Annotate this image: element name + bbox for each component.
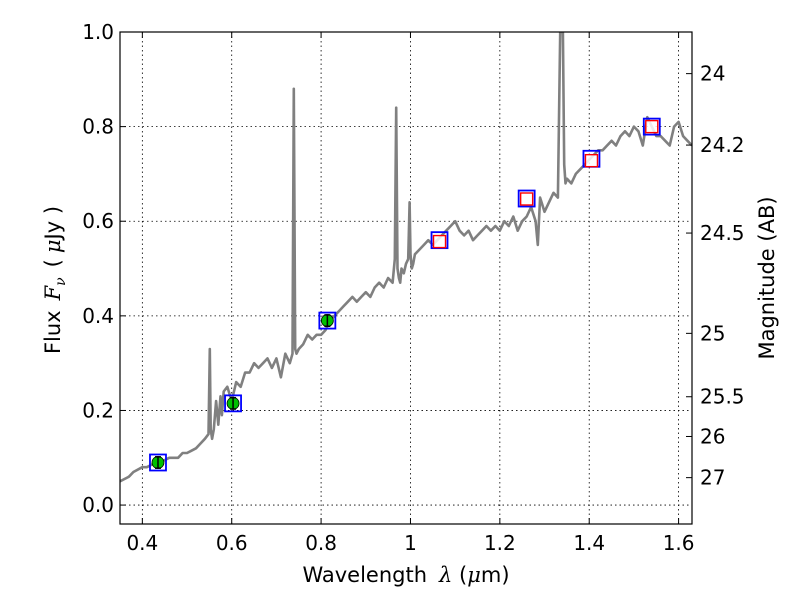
x-tick-label: 1.6 [663, 531, 695, 555]
spectrum-line [120, 32, 692, 483]
ir-point-marker [432, 234, 447, 249]
y-tick-label: 0.8 [82, 115, 114, 139]
model-band-marker [642, 117, 661, 136]
y2-tick-label: 26 [700, 424, 725, 448]
y-axis-label-unit-close: Jy ) [41, 206, 65, 242]
y2-tick-label: 25 [700, 321, 725, 345]
y2-tick-label: 24.5 [700, 221, 745, 245]
y-axis-label-symbol: F [41, 284, 65, 301]
y-tick-label: 0.2 [82, 398, 114, 422]
spectrum-layer [120, 32, 692, 483]
x-axis-label-symbol: λ [438, 563, 452, 587]
y2-tick-label: 24.2 [700, 133, 745, 157]
x-axis-label-unit-close: m) [481, 563, 510, 587]
y-axis-label-unit-mu: μ [41, 239, 65, 253]
y-axis-label-text: Flux [41, 310, 65, 354]
x-tick-label: 1 [404, 531, 417, 555]
ir-point-marker [645, 119, 659, 134]
x-tick-label: 0.6 [216, 531, 248, 555]
model-band-marker [224, 394, 242, 413]
model-band-marker [517, 189, 536, 208]
y-tick-label: 1.0 [82, 20, 114, 44]
x-axis-label-text: Wavelength [302, 563, 427, 587]
grid-layer [120, 31, 692, 524]
y-tick-label: 0.6 [82, 209, 114, 233]
ir-point-marker [519, 192, 534, 206]
ir-point-marker [584, 153, 599, 168]
x-axis-label: Wavelength λ (μm) [302, 563, 509, 587]
y2-tick-label: 25.5 [700, 385, 745, 409]
y2-tick-label: 27 [700, 466, 725, 490]
tick-layer: 0.4 0.6 0.8 1 1.2 1.4 1.6 0.0 0.2 0.4 0.6 0.8 1.0 24 2… [82, 20, 744, 555]
x-tick-label: 1.2 [484, 531, 516, 555]
model-band-marker [149, 453, 167, 472]
y-tick-label: 0.0 [82, 493, 114, 517]
x-tick-label: 1.4 [573, 531, 605, 555]
y-axis-label: Flux Fν ( μJy ) [41, 206, 69, 354]
plot-frame [119, 31, 693, 525]
x-tick-label: 0.4 [126, 531, 158, 555]
model-band-marker [318, 311, 337, 330]
marker-layer [149, 117, 661, 472]
y-tick-label: 0.4 [82, 304, 114, 328]
y2-axis-label: Magnitude (AB) [755, 196, 779, 359]
y-axis-label-subscript: ν [53, 277, 69, 286]
x-axis-label-unit-mu: μ [467, 563, 481, 587]
x-axis-label-unit-open: ( [452, 563, 467, 587]
x-tick-label: 0.8 [305, 531, 337, 555]
y-axis-label-unit-open: ( [41, 259, 65, 267]
y2-tick-label: 24 [700, 62, 725, 86]
